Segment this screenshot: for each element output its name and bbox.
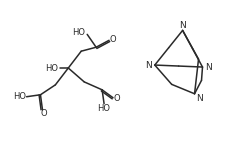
Text: O: O: [114, 94, 120, 103]
Text: HO: HO: [98, 104, 111, 113]
Text: HO: HO: [72, 28, 85, 37]
Text: N: N: [196, 94, 203, 103]
Text: N: N: [146, 60, 152, 70]
Text: N: N: [205, 63, 212, 71]
Text: HO: HO: [45, 64, 58, 72]
Text: HO: HO: [13, 92, 26, 101]
Text: N: N: [179, 21, 186, 30]
Text: O: O: [110, 35, 116, 44]
Text: O: O: [40, 109, 47, 118]
